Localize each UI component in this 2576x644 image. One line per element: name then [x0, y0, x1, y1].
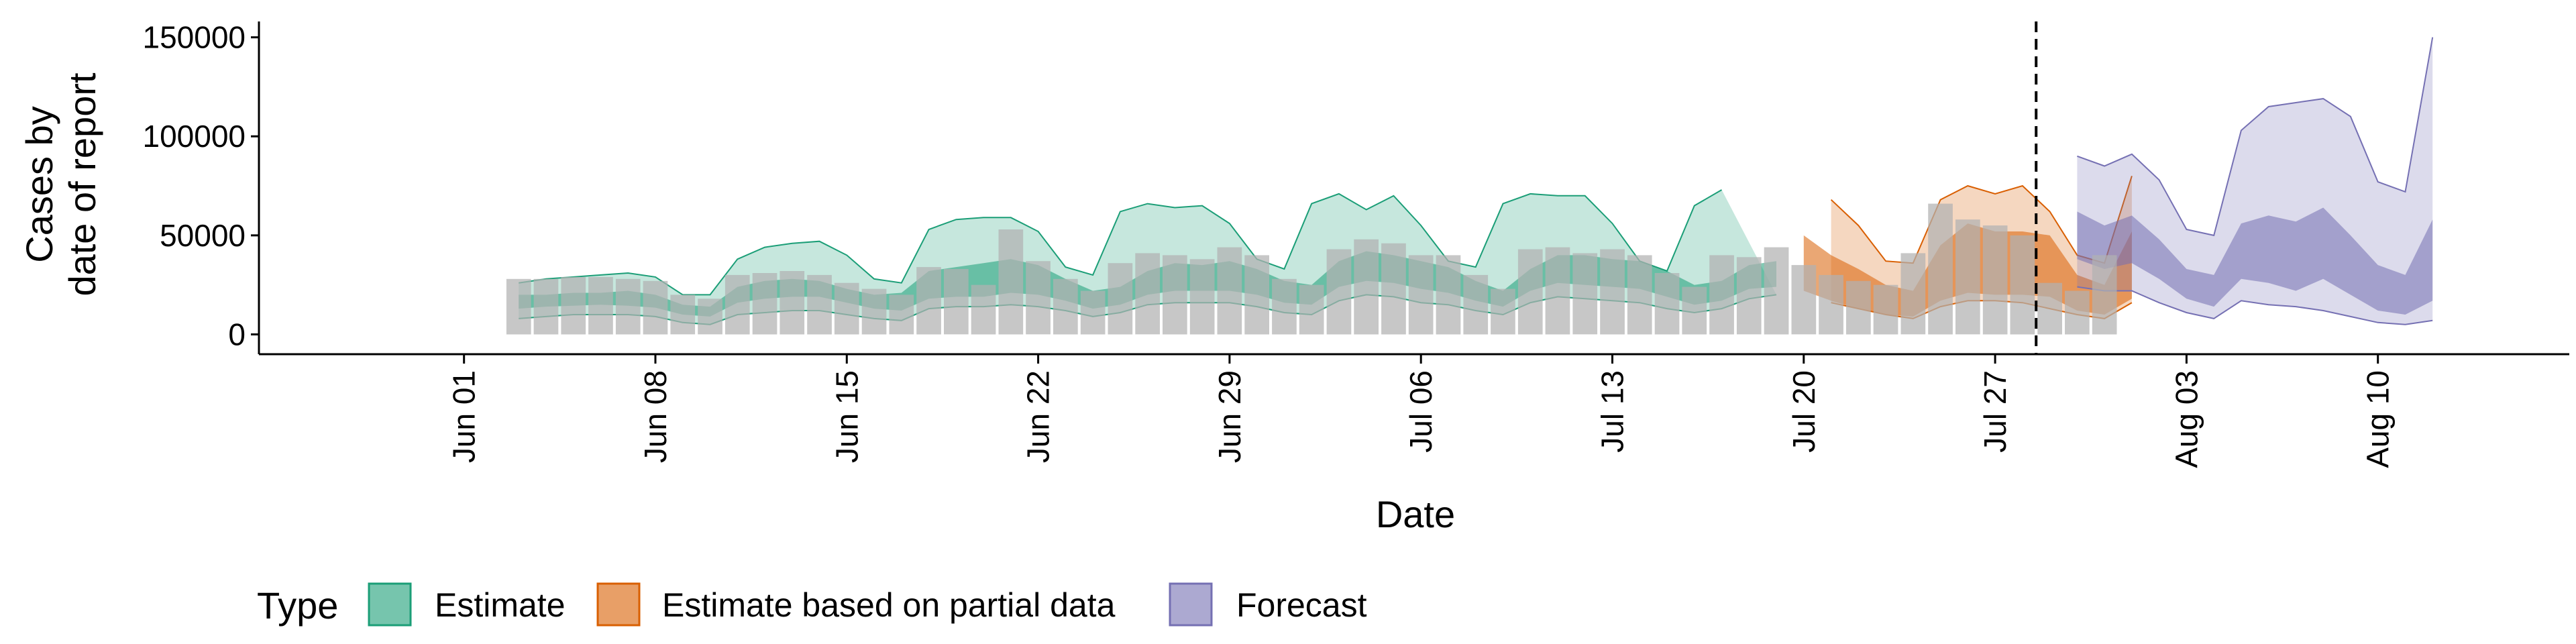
bar: [1299, 284, 1324, 335]
legend-label-estimate: Estimate: [435, 586, 566, 624]
bar: [1463, 274, 1489, 335]
band-inner-forecast: [2077, 207, 2433, 315]
x-tick-label: Jun 29: [1212, 370, 1247, 463]
bar: [1436, 255, 1461, 335]
bar: [1244, 255, 1269, 335]
bar: [1080, 290, 1106, 335]
bar: [588, 276, 613, 335]
bar: [1955, 219, 1980, 335]
bar: [1819, 274, 1843, 335]
bar: [1654, 273, 1680, 335]
bar: [2065, 290, 2090, 335]
axes-layer: [258, 21, 2569, 356]
bar: [971, 284, 996, 335]
bar: [752, 273, 777, 335]
bar: [1354, 239, 1379, 335]
bar: [1764, 247, 1789, 335]
bar: [807, 274, 832, 335]
bars-layer: [506, 203, 2117, 335]
legend-key-estimate: [368, 582, 412, 627]
bar: [998, 229, 1024, 335]
bar: [2010, 235, 2035, 335]
y-axis-title-line-2: date of report: [61, 72, 103, 297]
bar: [561, 276, 586, 335]
legend-label-forecast: Forecast: [1236, 586, 1367, 624]
bar: [1217, 247, 1242, 335]
bar: [1326, 249, 1352, 335]
bar: [1982, 225, 2008, 335]
bar: [861, 288, 887, 335]
bar: [1545, 247, 1570, 335]
bar: [506, 278, 531, 335]
x-tick-label: Jul 20: [1786, 370, 1821, 453]
bar: [1189, 259, 1215, 335]
bar: [1491, 288, 1515, 335]
x-axis-title: Date: [1376, 493, 1455, 535]
bar: [724, 274, 750, 335]
bar: [698, 299, 722, 335]
band-outer-upper-line-estimate: [519, 189, 1723, 296]
legend-label-partial: Estimate based on partial data: [662, 586, 1116, 624]
y-tick-label: 100000: [143, 119, 246, 154]
bar: [1709, 255, 1734, 335]
x-tick-label: Jun 08: [638, 370, 673, 463]
bar: [1026, 261, 1051, 335]
bar: [1163, 255, 1187, 335]
bar: [1517, 249, 1543, 335]
bar: [916, 267, 941, 335]
legend-title: Type: [257, 584, 338, 627]
bar: [1682, 286, 1707, 335]
ticks-layer: 0 50000 100000 150000 Jun 01 Jun 08 Jun 15 Jun …: [143, 20, 2396, 468]
bar: [1791, 265, 1817, 335]
bar: [643, 280, 668, 335]
bar: [1135, 253, 1160, 335]
bar: [1627, 255, 1652, 335]
y-axis-title-line-1: Cases by: [18, 106, 60, 262]
x-tick-label: Jul 27: [1978, 370, 2012, 453]
bar: [889, 294, 914, 335]
bar: [1381, 243, 1406, 335]
bar: [1108, 263, 1133, 335]
bar: [1736, 257, 1762, 335]
bar: [834, 282, 859, 335]
band-outer-lower-line-forecast: [2077, 286, 2433, 325]
legend: Type Estimate Estimate based on partial …: [257, 582, 1367, 627]
bar: [1408, 255, 1434, 335]
y-tick-label: 150000: [143, 20, 246, 55]
x-tick-label: Jun 22: [1021, 370, 1056, 463]
bar: [1572, 253, 1598, 335]
bar: [2092, 255, 2117, 335]
x-tick-label: Aug 03: [2169, 370, 2204, 468]
x-tick-label: Jul 06: [1403, 370, 1438, 453]
y-tick-label: 50000: [160, 218, 246, 253]
bar: [1053, 278, 1078, 335]
bar: [1900, 253, 1926, 335]
bar: [533, 278, 559, 335]
bar: [670, 294, 696, 335]
x-tick-label: Jun 01: [447, 370, 482, 463]
bar: [1846, 280, 1871, 335]
bar: [615, 278, 641, 335]
bar: [1272, 278, 1297, 335]
legend-key-forecast: [1169, 582, 1213, 627]
x-tick-label: Jul 13: [1595, 370, 1629, 453]
bar: [1928, 203, 1953, 335]
bar: [1873, 284, 1898, 335]
x-tick-label: Aug 10: [2361, 370, 2396, 468]
y-tick-label: 0: [228, 317, 246, 352]
x-tick-label: Jun 15: [829, 370, 864, 463]
bar: [944, 269, 969, 335]
legend-key-partial: [596, 582, 641, 627]
band-outer-upper-line-forecast: [2077, 37, 2434, 237]
bar: [780, 271, 805, 335]
bar: [1600, 249, 1625, 335]
bar: [2037, 282, 2062, 335]
